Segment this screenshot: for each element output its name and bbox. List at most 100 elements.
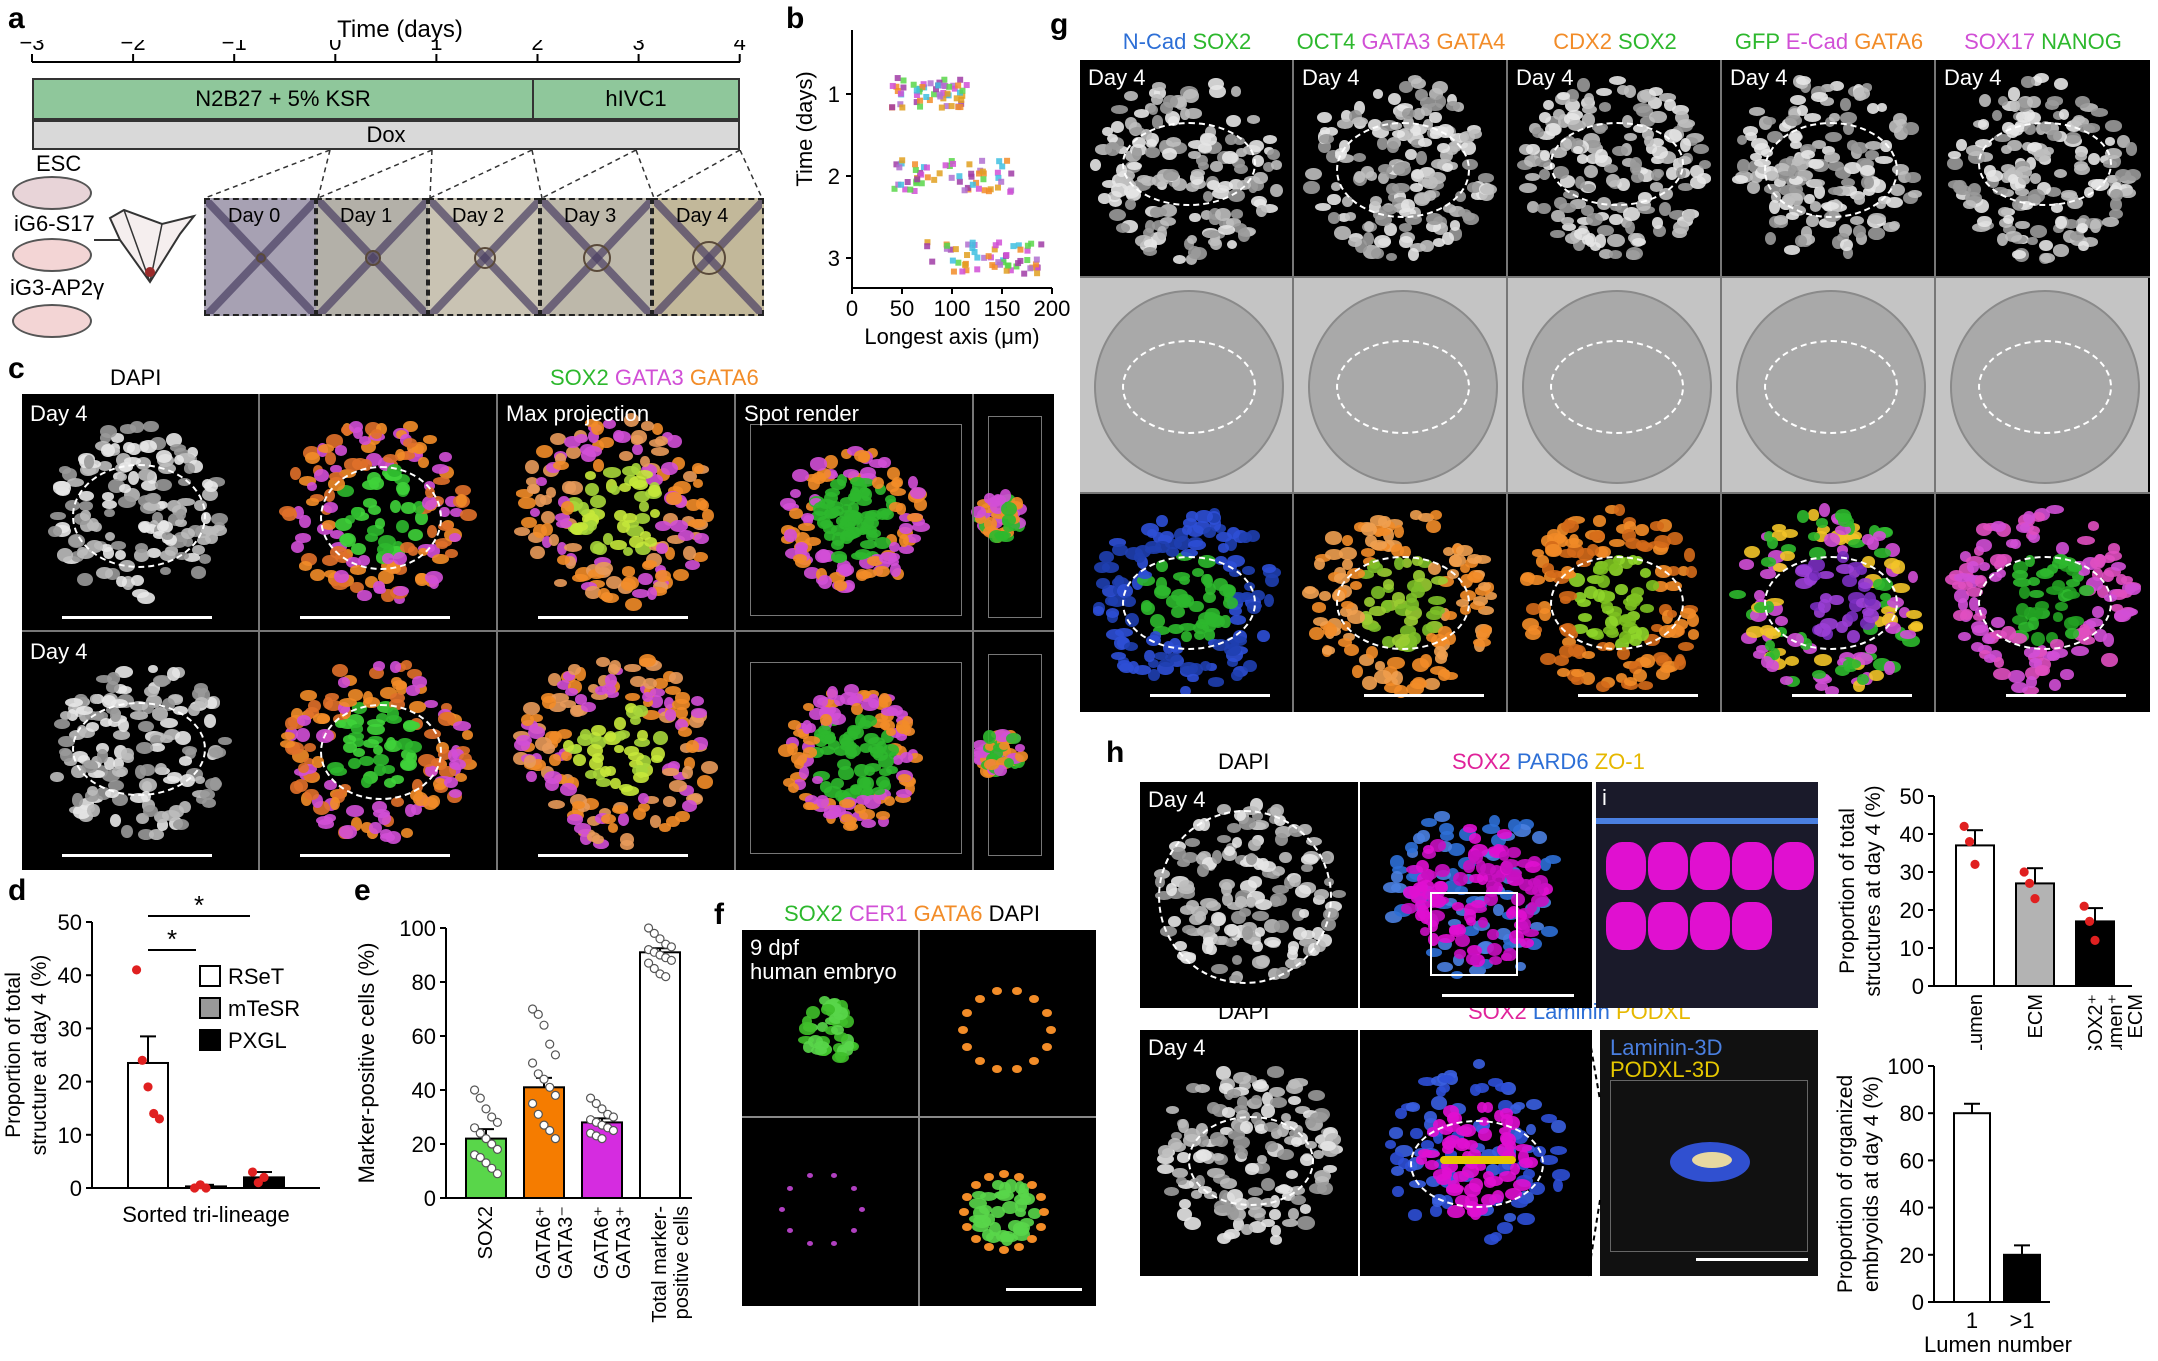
- c-merge-nucleus: [290, 467, 301, 481]
- g-dapi-nucleus: [1550, 229, 1565, 239]
- c-merge-nucleus: [329, 472, 345, 482]
- h-embryoid-outline: [1158, 810, 1332, 984]
- a-time-label: Time (days): [337, 16, 463, 43]
- c-max-nucleus: [521, 516, 538, 528]
- c-max-nucleus: [630, 715, 642, 726]
- c-dapi-nucleus: [77, 549, 95, 560]
- c-spot: [912, 521, 931, 532]
- g-marker-label: GATA3: [1361, 29, 1437, 54]
- c-max-nucleus: [638, 572, 653, 586]
- e-0-point: [492, 1117, 503, 1127]
- c-max-nucleus: [622, 546, 634, 557]
- y-tick-label: 80: [412, 970, 436, 995]
- y-tick-label: 10: [58, 1123, 82, 1148]
- g-dapi-nucleus: [2074, 95, 2090, 109]
- a-well-edge: [318, 200, 426, 314]
- c-merge-nucleus: [334, 570, 349, 584]
- y-tick-label: 0: [70, 1176, 82, 1201]
- c-spot: [914, 498, 927, 511]
- b-point: [999, 163, 1006, 170]
- d-legend-label: mTeSR: [228, 996, 300, 1021]
- c-max-nucleus: [643, 559, 658, 569]
- g-merge-nucleus: [1906, 609, 1922, 620]
- g-dapi-nucleus: [1902, 122, 1919, 135]
- b-y-tick-label: 1: [828, 82, 840, 107]
- h-top-0-point: [1970, 859, 1980, 870]
- c-merge-nucleus: [318, 443, 335, 454]
- c-merge-nucleus: [358, 435, 371, 446]
- c-merge-nucleus: [298, 762, 309, 773]
- d-mTeSR-point: [201, 1183, 211, 1193]
- h-merge-bottom: [1360, 1030, 1592, 1276]
- c-max-nucleus: [652, 731, 669, 746]
- g-merge-nucleus: [1370, 540, 1388, 550]
- c-max-nucleus: [606, 576, 623, 589]
- c-spot: [906, 534, 921, 544]
- h-epiblast-outline: [1410, 1120, 1544, 1208]
- g-dapi-nucleus: [1373, 235, 1392, 249]
- c-dapi-nucleus: [203, 480, 219, 493]
- g-merge-nucleus: [1593, 515, 1607, 527]
- c-spot-side: [982, 729, 996, 744]
- g-dapi-nucleus: [1269, 183, 1283, 197]
- g-merge-nucleus: [1873, 530, 1886, 541]
- c-spot: [841, 503, 852, 513]
- g-col-divider: [1720, 60, 1722, 712]
- b-point: [1003, 267, 1010, 274]
- c-max-nucleus: [515, 734, 532, 746]
- e-0-point: [469, 1085, 480, 1095]
- b-point: [955, 82, 962, 89]
- g-merge-nucleus: [1430, 665, 1448, 675]
- g-merge-nucleus: [1324, 531, 1343, 545]
- g-dapi-nucleus: [2090, 108, 2108, 117]
- g-dapi-nucleus: [1337, 119, 1353, 129]
- b-point: [929, 258, 936, 265]
- c-dapi-nucleus: [101, 444, 115, 458]
- g-dapi-nucleus: [1907, 189, 1922, 198]
- b-point: [1038, 241, 1045, 248]
- g-dapi-nucleus: [1214, 208, 1231, 222]
- y-tick-label: 100: [399, 916, 436, 941]
- c-merge-nucleus: [402, 438, 417, 449]
- c-max-nucleus: [586, 831, 601, 842]
- c-spot: [891, 479, 902, 488]
- f-hypoblast-cell: [1041, 1043, 1052, 1052]
- b-point: [998, 178, 1005, 185]
- c-max-nucleus: [564, 435, 581, 448]
- g-dapi-nucleus: [1977, 119, 1989, 130]
- c-max-nucleus: [634, 738, 651, 748]
- b-point: [959, 87, 966, 94]
- g-marker-label: E-Cad: [1785, 29, 1855, 54]
- c-merge-nucleus: [380, 687, 398, 699]
- c-dapi-nucleus: [48, 525, 62, 538]
- b-point: [931, 176, 938, 183]
- f-merge-ring-cell: [1039, 1208, 1049, 1216]
- h-dapi-nucleus: [1331, 889, 1346, 898]
- g-dapi-nucleus: [1125, 199, 1137, 211]
- c-max-nucleus: [678, 727, 692, 738]
- b-point: [953, 95, 960, 102]
- c-merge-nucleus: [391, 796, 404, 807]
- c-dapi-nucleus: [59, 748, 74, 762]
- c-merge-nucleus: [348, 420, 363, 433]
- c-spot: [802, 514, 814, 527]
- b-y-label: Time (days): [792, 71, 817, 186]
- c-max-nucleus: [662, 767, 679, 777]
- f-merge-cell: [1002, 1200, 1018, 1214]
- c-merge-nucleus: [411, 804, 422, 815]
- c-max-nucleus: [554, 453, 566, 466]
- y-label: Marker-positive cells (%): [354, 943, 379, 1184]
- f-marker-dapi: DAPI: [988, 901, 1040, 926]
- c-merge-nucleus: [306, 498, 319, 507]
- c-spot: [889, 487, 907, 497]
- c-max-nucleus: [666, 492, 682, 505]
- c-merge-nucleus: [338, 677, 351, 688]
- c-max-nucleus: [515, 489, 534, 498]
- g-dapi-nucleus: [1888, 220, 1900, 230]
- a-tick-label: 4: [734, 40, 746, 55]
- y-tick-label: 50: [58, 910, 82, 935]
- b-point: [996, 158, 1003, 165]
- c-max-nucleus: [696, 498, 708, 510]
- h-marker-pard6: PARD6: [1516, 749, 1589, 774]
- h-bottom-0-bar: [1953, 1112, 1991, 1304]
